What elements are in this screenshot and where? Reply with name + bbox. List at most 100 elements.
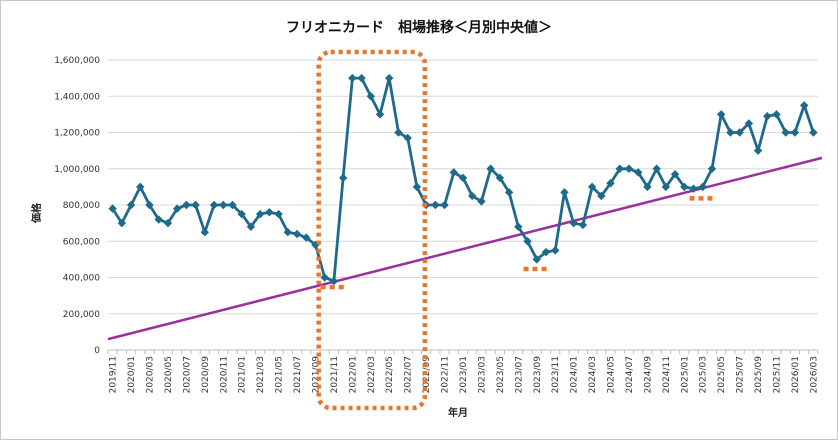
data-point [458,173,468,183]
x-tick-label: 2025/09 [754,356,764,394]
data-point [652,164,661,173]
data-point [763,111,772,121]
data-point [126,200,136,210]
x-tick-label: 2020/07 [182,356,192,393]
x-tick-label: 2023/03 [477,356,487,393]
data-point [551,246,560,255]
x-tick-label: 2020/09 [201,356,211,394]
data-point [357,73,366,83]
data-point [772,110,781,119]
data-point [283,227,293,237]
data-point [689,184,698,193]
data-point [172,204,182,213]
x-tick-label: 2023/07 [514,356,524,393]
data-point [265,208,274,217]
data-point [154,215,163,224]
y-tick-labels: 0 200,000 400,000 600,000 800,000 1,000,000 1,… [54,56,100,356]
data-point [292,229,302,239]
data-point [468,191,477,201]
data-point [643,182,652,192]
data-point [781,128,790,137]
x-tick-label: 2025/07 [736,356,746,393]
data-point [255,209,265,219]
data-point [348,73,357,83]
data-point [560,188,569,197]
data-point [753,146,763,155]
x-tick-label: 2021/01 [238,356,248,393]
data-point [514,222,523,231]
y-tick-label: 1,000,000 [54,165,100,175]
data-point [523,237,532,246]
x-tick-label: 2025/03 [699,356,709,393]
y-tick-label: 1,200,000 [54,129,100,139]
x-tick-label: 2021/07 [293,356,303,393]
y-axis-label: 価格 [30,202,43,224]
x-tick-labels: 2019/11 2020/01 2020/03 2020/05 2020/07 2020/… [109,356,820,394]
data-point [375,110,385,119]
y-tick-label: 0 [94,346,100,356]
data-point [735,128,744,137]
x-tick-label: 2024/09 [643,356,653,394]
highlight-box [316,49,428,411]
data-point [320,273,329,282]
data-point [661,182,671,192]
data-point [311,240,320,250]
x-tick-label: 2024/11 [662,356,672,393]
data-point [403,133,412,143]
data-point [329,276,339,286]
data-point [716,110,726,119]
data-point [680,182,689,192]
x-tick-label: 2020/01 [127,356,137,393]
x-tick-label: 2024/07 [625,356,635,393]
axes [107,349,819,354]
data-point [431,200,440,210]
y-tick-label: 1,600,000 [54,56,100,66]
data-point [624,164,634,173]
data-point [790,128,800,137]
data-point [707,164,717,173]
data-point [219,200,228,210]
data-point [587,182,597,192]
data-point [366,92,375,101]
x-tick-label: 2022/07 [404,356,414,393]
x-tick-label: 2020/03 [145,356,155,393]
x-tick-label: 2024/05 [607,356,617,393]
data-point [302,233,311,242]
data-point [412,182,422,192]
x-tick-label: 2022/01 [348,356,358,393]
data-point [597,191,606,201]
data-point [477,197,486,206]
data-point [799,101,809,110]
x-tick-label: 2026/01 [791,356,801,393]
data-point [578,220,588,230]
data-point [541,247,551,257]
x-tick-label: 2021/05 [275,356,285,393]
data-point [504,188,514,197]
x-tick-label: 2022/11 [441,356,451,393]
data-point [145,200,154,210]
chart-title: フリオニカード 相場推移＜月別中央値＞ [286,19,552,36]
x-tick-label: 2022/05 [385,356,395,393]
x-tick-label: 2023/09 [533,356,543,394]
x-tick-label: 2019/11 [109,356,119,393]
data-point [228,200,237,210]
data-point [163,218,173,228]
x-tick-label: 2021/03 [256,356,266,393]
data-point [449,168,458,177]
x-tick-label: 2023/11 [551,356,561,393]
x-axis-label: 年月 [448,406,468,419]
data-point [486,164,495,173]
x-tick-label: 2024/01 [570,356,580,393]
x-tick-label: 2025/11 [773,356,783,393]
data-point [246,222,256,231]
data-point [495,173,505,183]
y-tick-label: 600,000 [63,237,100,247]
data-point [385,73,394,83]
data-point [117,218,127,228]
y-tick-label: 1,400,000 [54,92,100,102]
data-point [670,169,680,179]
x-tick-label: 2025/01 [680,356,690,393]
data-point [394,128,403,137]
